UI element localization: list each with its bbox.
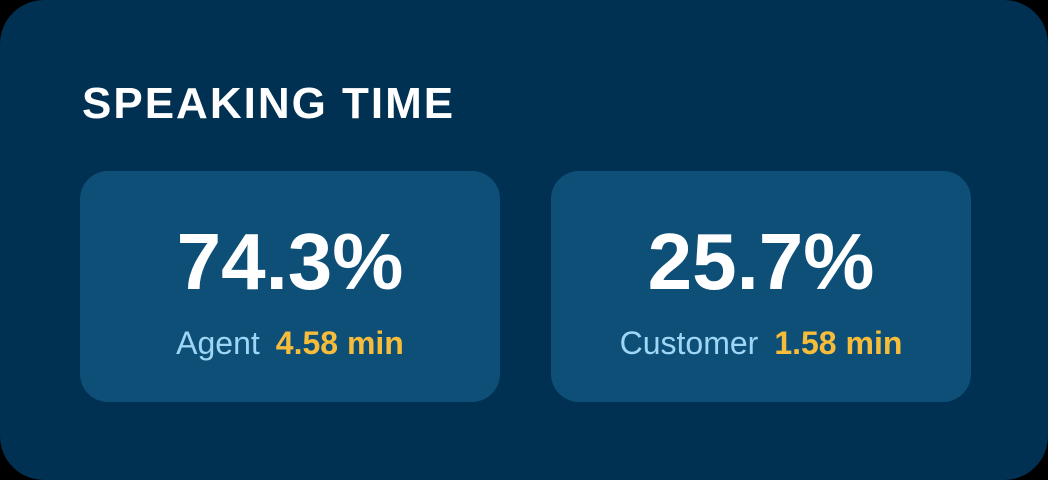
agent-percent: 74.3% [176,217,404,306]
agent-stat-card: 74.3% Agent 4.58 min [80,171,500,402]
customer-meta: Customer 1.58 min [620,323,903,363]
agent-meta: Agent 4.58 min [176,323,404,363]
panel-title: SPEAKING TIME [82,79,456,128]
customer-percent: 25.7% [647,217,875,306]
customer-duration: 1.58 min [774,325,903,361]
customer-stat-card: 25.7% Customer 1.58 min [551,171,971,402]
agent-role-label: Agent [176,325,260,361]
customer-role-label: Customer [619,325,759,361]
agent-duration: 4.58 min [275,325,404,361]
